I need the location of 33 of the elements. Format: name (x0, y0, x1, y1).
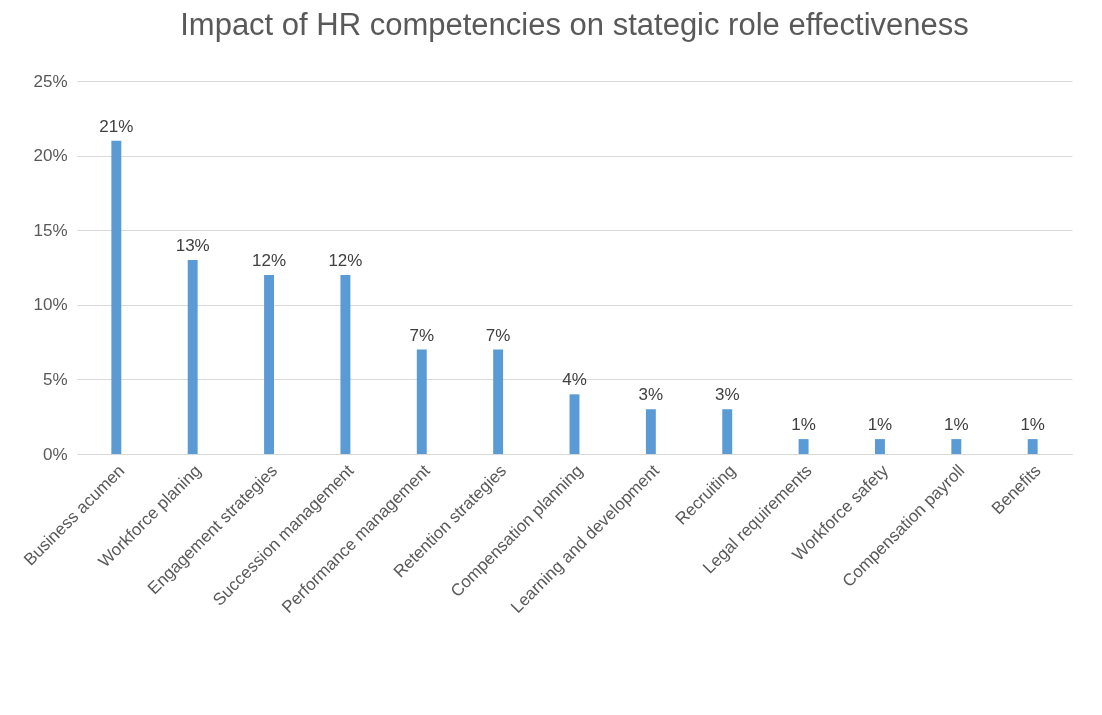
data-label: 12% (252, 250, 287, 270)
data-label: 3% (638, 385, 664, 405)
bar (951, 439, 962, 454)
y-tick-label: 5% (42, 369, 68, 389)
bar (111, 140, 122, 454)
bar (493, 349, 504, 454)
data-label: 12% (328, 250, 363, 270)
bar (340, 274, 351, 454)
data-label: 7% (485, 325, 511, 345)
bar (264, 274, 275, 454)
bar (569, 394, 580, 454)
bar (722, 409, 733, 454)
y-tick-label: 15% (33, 220, 68, 240)
data-label: 1% (791, 415, 816, 435)
data-label: 13% (175, 236, 210, 256)
data-label: 7% (409, 325, 435, 345)
y-tick-label: 0% (42, 444, 68, 464)
bar (645, 409, 656, 454)
data-label: 1% (1020, 415, 1045, 435)
bar (187, 260, 198, 454)
data-label: 1% (944, 415, 969, 435)
data-label: 1% (867, 415, 893, 435)
bar (416, 349, 427, 454)
data-label: 21% (99, 116, 134, 136)
bar (1027, 439, 1038, 454)
y-tick-label: 20% (33, 146, 68, 166)
bar (798, 439, 809, 454)
data-label: 4% (562, 370, 587, 390)
data-label: 3% (714, 385, 740, 405)
y-tick-label: 25% (33, 71, 68, 91)
bar (874, 439, 885, 454)
chart-title: Impact of HR competencies on stategic role effectiveness (180, 7, 969, 42)
y-tick-label: 10% (33, 295, 68, 315)
